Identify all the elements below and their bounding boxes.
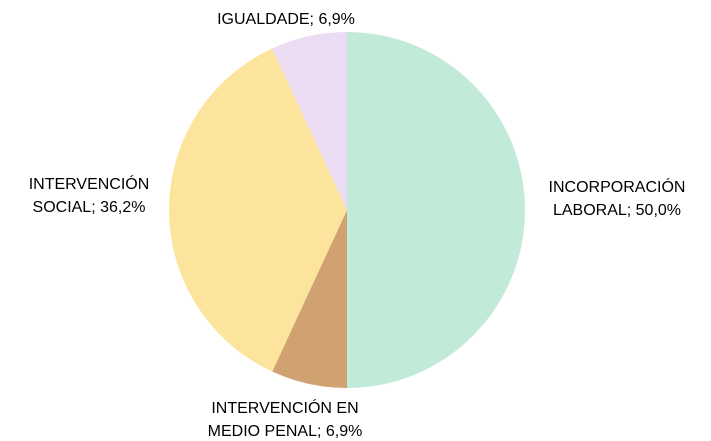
data-label: INTERVENCIÓN EN	[211, 398, 358, 417]
pie-slice	[347, 32, 525, 388]
data-label: SOCIAL; 36,2%	[33, 199, 146, 216]
data-label: MEDIO PENAL; 6,9%	[208, 423, 363, 440]
data-label: IGUALDADE; 6,9%	[217, 11, 355, 28]
data-label: INTERVENCIÓN	[29, 174, 150, 193]
data-label: INCORPORACIÓN	[549, 177, 686, 196]
pie-slice	[272, 210, 347, 388]
pie-slice	[272, 32, 347, 210]
pie-slice	[168, 48, 347, 372]
data-label: LABORAL; 50,0%	[553, 202, 681, 219]
